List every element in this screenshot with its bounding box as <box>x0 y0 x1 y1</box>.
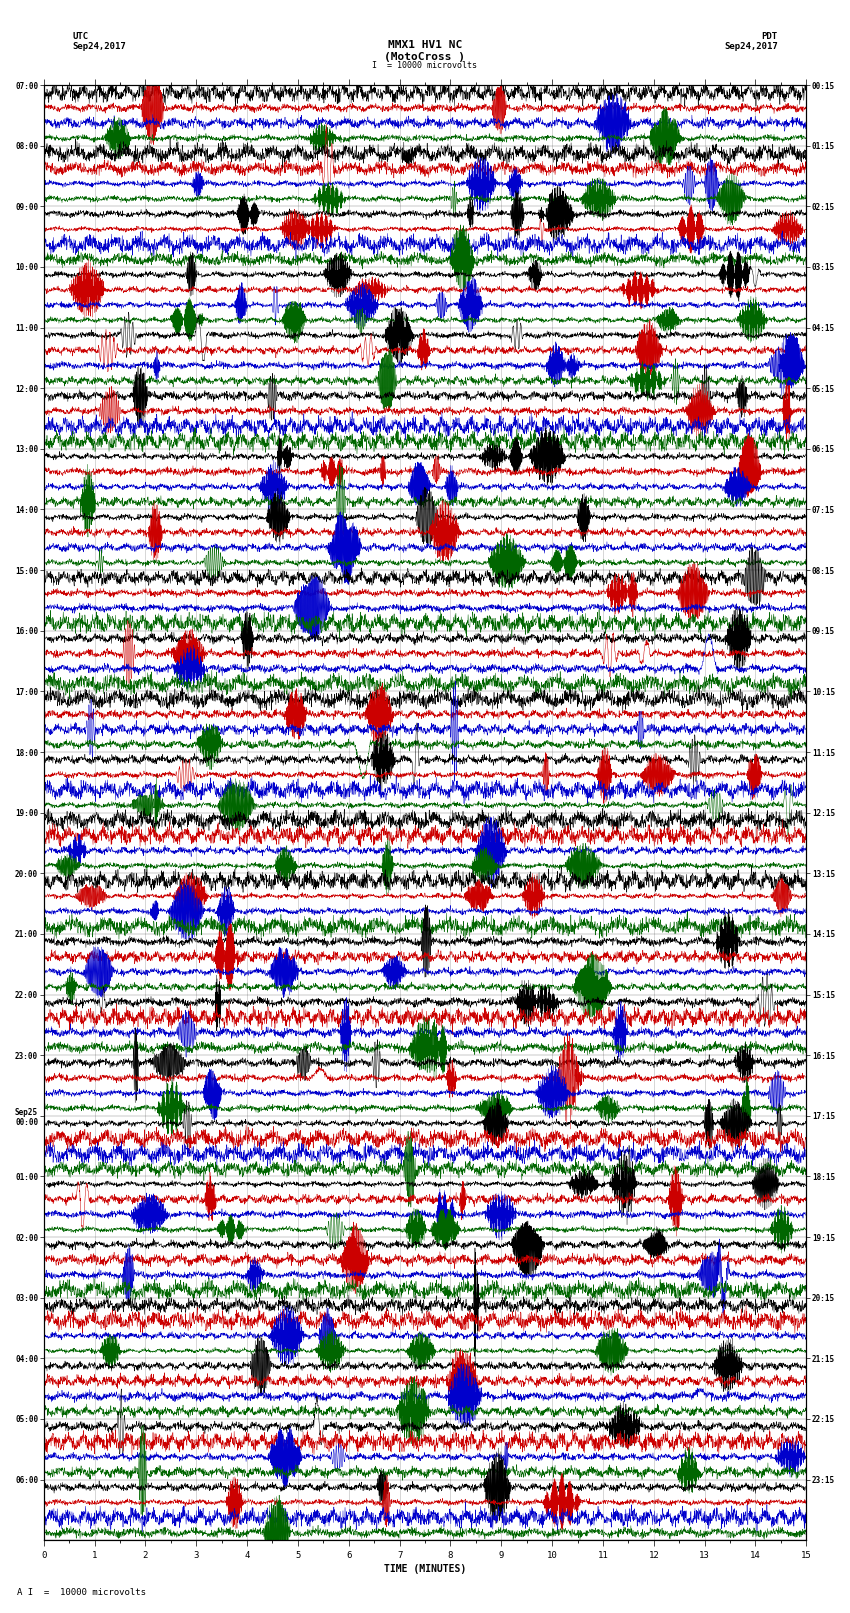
Text: PDT: PDT <box>762 32 778 42</box>
Text: I  = 10000 microvolts: I = 10000 microvolts <box>372 61 478 71</box>
Text: MMX1 HV1 NC: MMX1 HV1 NC <box>388 40 462 50</box>
Text: Sep24,2017: Sep24,2017 <box>72 42 126 52</box>
Text: (MotoCross ): (MotoCross ) <box>384 52 466 61</box>
X-axis label: TIME (MINUTES): TIME (MINUTES) <box>384 1565 466 1574</box>
Text: Sep24,2017: Sep24,2017 <box>724 42 778 52</box>
Text: UTC: UTC <box>72 32 88 42</box>
Text: A I  =  10000 microvolts: A I = 10000 microvolts <box>17 1587 146 1597</box>
